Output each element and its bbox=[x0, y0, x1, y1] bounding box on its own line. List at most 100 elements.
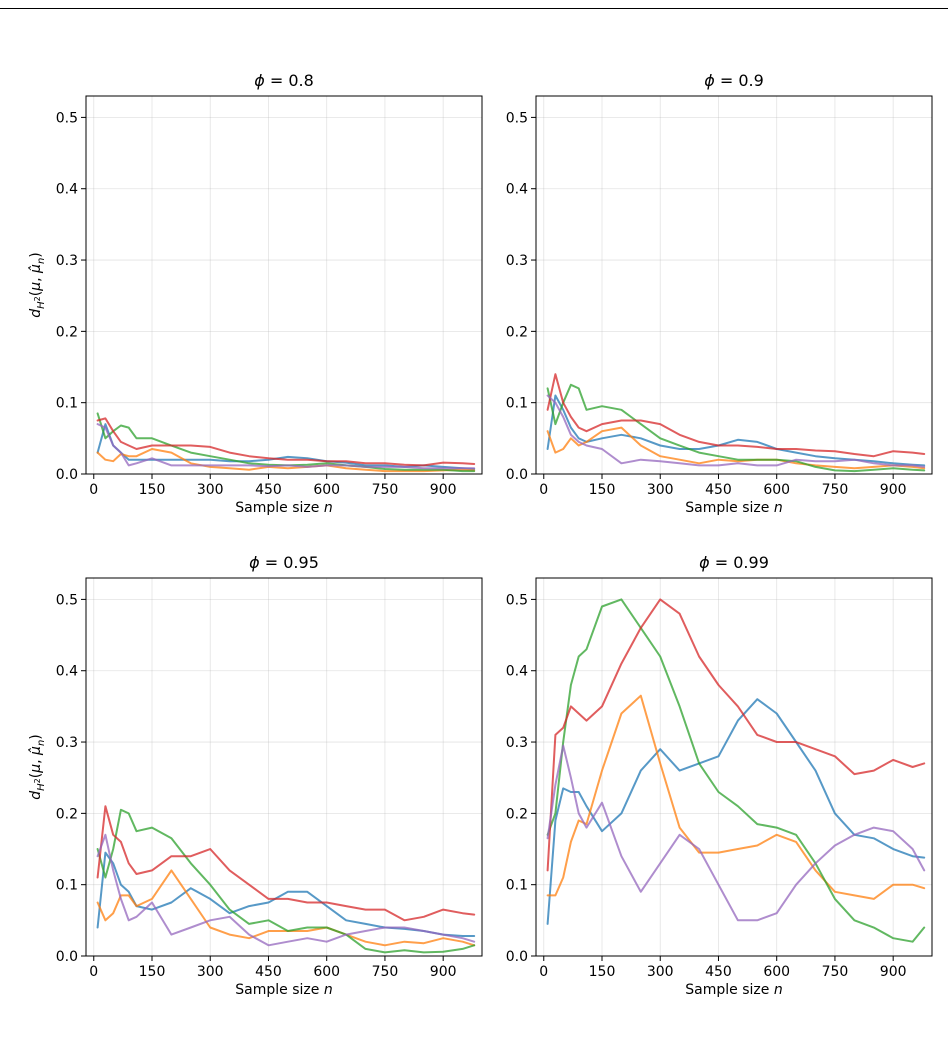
y-tick-label: 0.2 bbox=[506, 806, 528, 822]
x-tick-label: 900 bbox=[430, 964, 457, 980]
x-tick-label: 0 bbox=[539, 964, 548, 980]
x-tick-label: 750 bbox=[822, 964, 849, 980]
x-tick-label: 450 bbox=[255, 482, 282, 498]
y-axis-label-part: , bbox=[28, 755, 44, 764]
y-axis-label: dH2(μ, μ̂n) bbox=[28, 252, 47, 318]
axes-frame bbox=[535, 95, 933, 475]
y-tick-label: 0.0 bbox=[506, 949, 528, 965]
y-axis-label-part: ) bbox=[28, 734, 44, 739]
panel-title-value: = 0.8 bbox=[265, 71, 314, 90]
y-tick-label: 0.1 bbox=[56, 396, 78, 412]
y-axis-label-part: ( bbox=[28, 773, 44, 778]
panel-title-symbol: ϕ bbox=[699, 553, 710, 572]
y-axis-label-part: , bbox=[28, 273, 44, 282]
axes-frame bbox=[535, 577, 933, 957]
panel-2: 0 150 300 450 600 750 900 0.0 0.1 0.2 0.3 0.4 0.5 ϕ =… bbox=[506, 71, 933, 516]
series-line-2 bbox=[546, 694, 926, 900]
y-tick-label: 0.3 bbox=[56, 735, 78, 751]
x-axis-label: Sample size n bbox=[235, 982, 332, 998]
series-line-4 bbox=[546, 598, 926, 872]
panel-title: ϕ = 0.8 bbox=[254, 71, 314, 90]
series-line-3 bbox=[546, 383, 926, 473]
panel-title-value: = 0.9 bbox=[715, 71, 764, 90]
x-axis-label: Sample size n bbox=[235, 500, 332, 516]
x-axis-label-variable: n bbox=[774, 500, 783, 516]
x-axis-label-variable: n bbox=[774, 982, 783, 998]
x-axis-label-text: Sample size bbox=[685, 500, 774, 516]
y-tick-label: 0.2 bbox=[506, 324, 528, 340]
y-axis-label-part: d bbox=[28, 309, 44, 318]
x-tick-label: 150 bbox=[139, 964, 166, 980]
y-axis-label-part: μ bbox=[28, 764, 44, 774]
series-line-2 bbox=[96, 448, 476, 473]
y-axis-label: dH2(μ, μ̂n) bbox=[28, 734, 47, 800]
x-tick-label: 750 bbox=[372, 482, 399, 498]
y-tick-label: 0.1 bbox=[506, 396, 528, 412]
x-tick-label: 900 bbox=[880, 482, 907, 498]
series-line-3 bbox=[546, 598, 926, 943]
y-axis-label-part: μ̂ bbox=[28, 746, 44, 756]
x-tick-label: 450 bbox=[705, 482, 732, 498]
x-tick-label: 0 bbox=[89, 964, 98, 980]
x-tick-label: 150 bbox=[589, 964, 616, 980]
y-tick-label: 0.3 bbox=[56, 253, 78, 269]
x-axis-label-variable: n bbox=[324, 982, 333, 998]
y-tick-label: 0.1 bbox=[506, 878, 528, 894]
axes-frame bbox=[85, 577, 483, 957]
y-tick-label: 0.5 bbox=[56, 110, 78, 126]
y-axis-label-part: d bbox=[28, 791, 44, 800]
y-axis-label-part: μ̂ bbox=[28, 264, 44, 274]
x-axis-label: Sample size n bbox=[685, 982, 782, 998]
x-tick-label: 0 bbox=[89, 482, 98, 498]
panel-title-symbol: ϕ bbox=[704, 71, 715, 90]
y-tick-label: 0.0 bbox=[56, 467, 78, 483]
series-line-1 bbox=[96, 423, 476, 470]
panel-title-value: = 0.99 bbox=[710, 553, 769, 572]
series-line-3 bbox=[96, 412, 476, 473]
x-tick-label: 450 bbox=[255, 964, 282, 980]
panel-1: 0 150 300 450 600 750 900 0.0 0.1 0.2 0.3 0.4 0.5 ϕ =… bbox=[28, 71, 483, 516]
x-tick-label: 150 bbox=[139, 482, 166, 498]
x-tick-label: 900 bbox=[430, 482, 457, 498]
x-tick-label: 0 bbox=[539, 482, 548, 498]
x-axis-label-variable: n bbox=[324, 500, 333, 516]
top-rule bbox=[0, 8, 948, 9]
x-tick-label: 300 bbox=[647, 482, 674, 498]
x-tick-label: 750 bbox=[822, 482, 849, 498]
y-tick-label: 0.1 bbox=[56, 878, 78, 894]
x-tick-label: 300 bbox=[197, 482, 224, 498]
y-axis-label-part: 2 bbox=[33, 778, 42, 783]
x-tick-label: 600 bbox=[313, 482, 340, 498]
x-axis-label-text: Sample size bbox=[235, 982, 324, 998]
y-tick-label: 0.0 bbox=[506, 467, 528, 483]
series-line-2 bbox=[546, 426, 926, 470]
y-axis-label-part: n bbox=[36, 740, 47, 746]
series-line-3 bbox=[96, 808, 476, 954]
series-line-4 bbox=[546, 373, 926, 458]
panel-title-symbol: ϕ bbox=[254, 71, 265, 90]
series-line-2 bbox=[96, 869, 476, 947]
series-line-4 bbox=[96, 417, 476, 467]
x-tick-label: 900 bbox=[880, 964, 907, 980]
y-axis-label-part: 2 bbox=[33, 296, 42, 301]
y-axis-label-part: μ bbox=[28, 282, 44, 292]
series-line-5 bbox=[546, 744, 926, 922]
y-tick-label: 0.3 bbox=[506, 253, 528, 269]
x-tick-label: 300 bbox=[647, 964, 674, 980]
x-tick-label: 450 bbox=[705, 964, 732, 980]
x-axis-label: Sample size n bbox=[685, 500, 782, 516]
y-tick-label: 0.5 bbox=[506, 592, 528, 608]
y-axis-label-part: ( bbox=[28, 291, 44, 296]
y-tick-label: 0.5 bbox=[506, 110, 528, 126]
y-tick-label: 0.3 bbox=[506, 735, 528, 751]
x-axis-label-text: Sample size bbox=[685, 982, 774, 998]
x-tick-label: 300 bbox=[197, 964, 224, 980]
x-tick-label: 150 bbox=[589, 482, 616, 498]
x-axis-label-text: Sample size bbox=[235, 500, 324, 516]
series-line-5 bbox=[96, 833, 476, 947]
y-axis-label-part: ) bbox=[28, 252, 44, 257]
series-line-5 bbox=[546, 394, 926, 468]
y-tick-label: 0.4 bbox=[56, 182, 78, 198]
y-axis-label-part: n bbox=[36, 258, 47, 264]
panel-title: ϕ = 0.9 bbox=[704, 71, 764, 90]
